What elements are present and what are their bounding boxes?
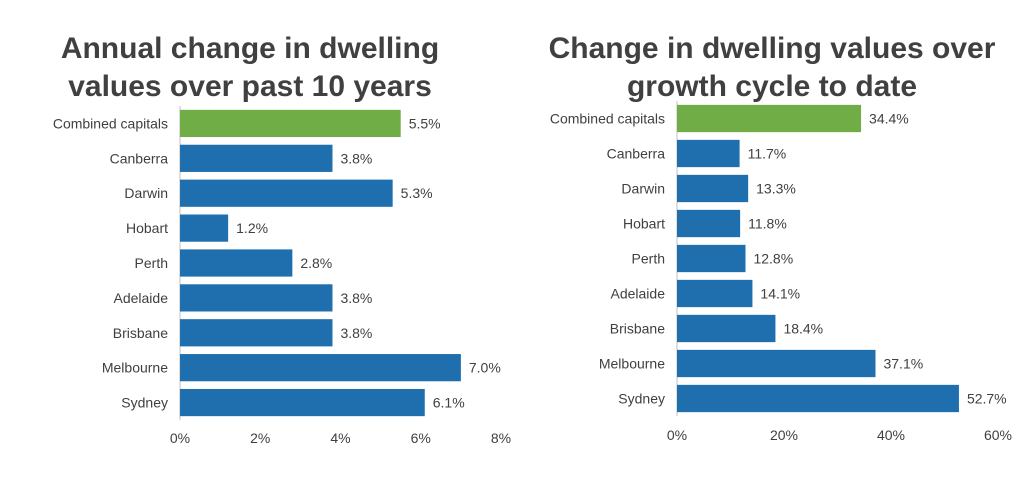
data-label: 14.1% bbox=[760, 286, 800, 302]
category-label: Sydney bbox=[618, 391, 665, 407]
category-label: Combined capitals bbox=[550, 111, 665, 127]
bar bbox=[180, 144, 333, 172]
bar-chart-plot: Combined capitals 5.5% Canberra 3.8% Darwin 5… bbox=[53, 106, 511, 446]
x-tick-label: 20% bbox=[770, 427, 798, 443]
bar bbox=[677, 209, 741, 238]
data-label: 3.8% bbox=[340, 325, 372, 341]
chart-title-line-1: Annual change in dwelling bbox=[60, 32, 440, 65]
bar-highlight bbox=[677, 104, 862, 133]
x-tick-label: 60% bbox=[984, 427, 1012, 443]
bar bbox=[677, 279, 753, 308]
category-label: Darwin bbox=[124, 185, 168, 201]
category-label: Hobart bbox=[623, 216, 665, 232]
bar bbox=[180, 179, 393, 207]
category-label: Adelaide bbox=[611, 286, 666, 302]
chart-annual-change: Annual change in dwelling values over pa… bbox=[0, 30, 511, 446]
data-label: 52.7% bbox=[967, 391, 1007, 407]
category-label: Hobart bbox=[126, 220, 168, 236]
data-label: 1.2% bbox=[236, 220, 268, 236]
data-label: 3.8% bbox=[340, 290, 372, 306]
data-label: 34.4% bbox=[869, 111, 909, 127]
category-label: Brisbane bbox=[610, 321, 665, 337]
data-label: 7.0% bbox=[469, 360, 501, 376]
chart-growth-cycle: Change in dwelling values over growth cy… bbox=[520, 0, 1024, 485]
category-label: Sydney bbox=[121, 395, 168, 411]
data-label: 11.7% bbox=[748, 146, 787, 162]
data-label: 3.8% bbox=[340, 150, 372, 166]
data-label: 37.1% bbox=[883, 356, 923, 372]
chart-title-line-2: growth cycle to date bbox=[626, 70, 918, 103]
category-label: Perth bbox=[632, 251, 665, 267]
x-tick-label: 4% bbox=[330, 430, 350, 446]
category-label: Canberra bbox=[607, 146, 666, 162]
bar bbox=[677, 139, 740, 168]
data-label: 13.3% bbox=[756, 181, 796, 197]
chart-title: Annual change in dwelling values over pa… bbox=[0, 30, 500, 106]
data-label: 2.8% bbox=[300, 255, 332, 271]
bar bbox=[180, 354, 461, 382]
bar bbox=[180, 388, 425, 417]
bar-chart-plot: Combined capitals 34.4% Canberra 11.7% Darwi… bbox=[550, 101, 1012, 443]
bar bbox=[180, 249, 293, 277]
category-label: Combined capitals bbox=[53, 115, 168, 131]
bar bbox=[677, 174, 749, 203]
x-tick-label: 6% bbox=[411, 430, 431, 446]
x-tick-label: 40% bbox=[877, 427, 905, 443]
x-tick-label: 0% bbox=[170, 430, 190, 446]
data-label: 12.8% bbox=[753, 251, 793, 267]
chart-title-line-1: Change in dwelling values over bbox=[548, 32, 996, 65]
category-label: Melbourne bbox=[102, 360, 168, 376]
category-label: Perth bbox=[135, 255, 168, 271]
bar-highlight bbox=[180, 109, 401, 138]
category-label: Adelaide bbox=[114, 290, 169, 306]
x-tick-label: 8% bbox=[491, 430, 511, 446]
bar bbox=[180, 284, 333, 312]
data-label: 18.4% bbox=[783, 321, 823, 337]
chart-title: Change in dwelling values over growth cy… bbox=[520, 30, 1024, 106]
bar bbox=[677, 244, 746, 273]
bar bbox=[677, 384, 959, 413]
x-tick-label: 2% bbox=[250, 430, 270, 446]
chart-title-line-2: values over past 10 years bbox=[68, 70, 432, 103]
data-label: 11.8% bbox=[748, 216, 787, 232]
data-label: 5.5% bbox=[409, 115, 441, 131]
category-label: Brisbane bbox=[113, 325, 168, 341]
bar bbox=[677, 349, 876, 378]
data-label: 6.1% bbox=[433, 395, 465, 411]
category-label: Melbourne bbox=[599, 356, 665, 372]
data-label: 5.3% bbox=[401, 185, 433, 201]
bar bbox=[677, 314, 776, 343]
bar bbox=[180, 319, 333, 347]
bar bbox=[180, 214, 229, 242]
category-label: Canberra bbox=[110, 150, 169, 166]
x-tick-label: 0% bbox=[667, 427, 687, 443]
category-label: Darwin bbox=[621, 181, 665, 197]
